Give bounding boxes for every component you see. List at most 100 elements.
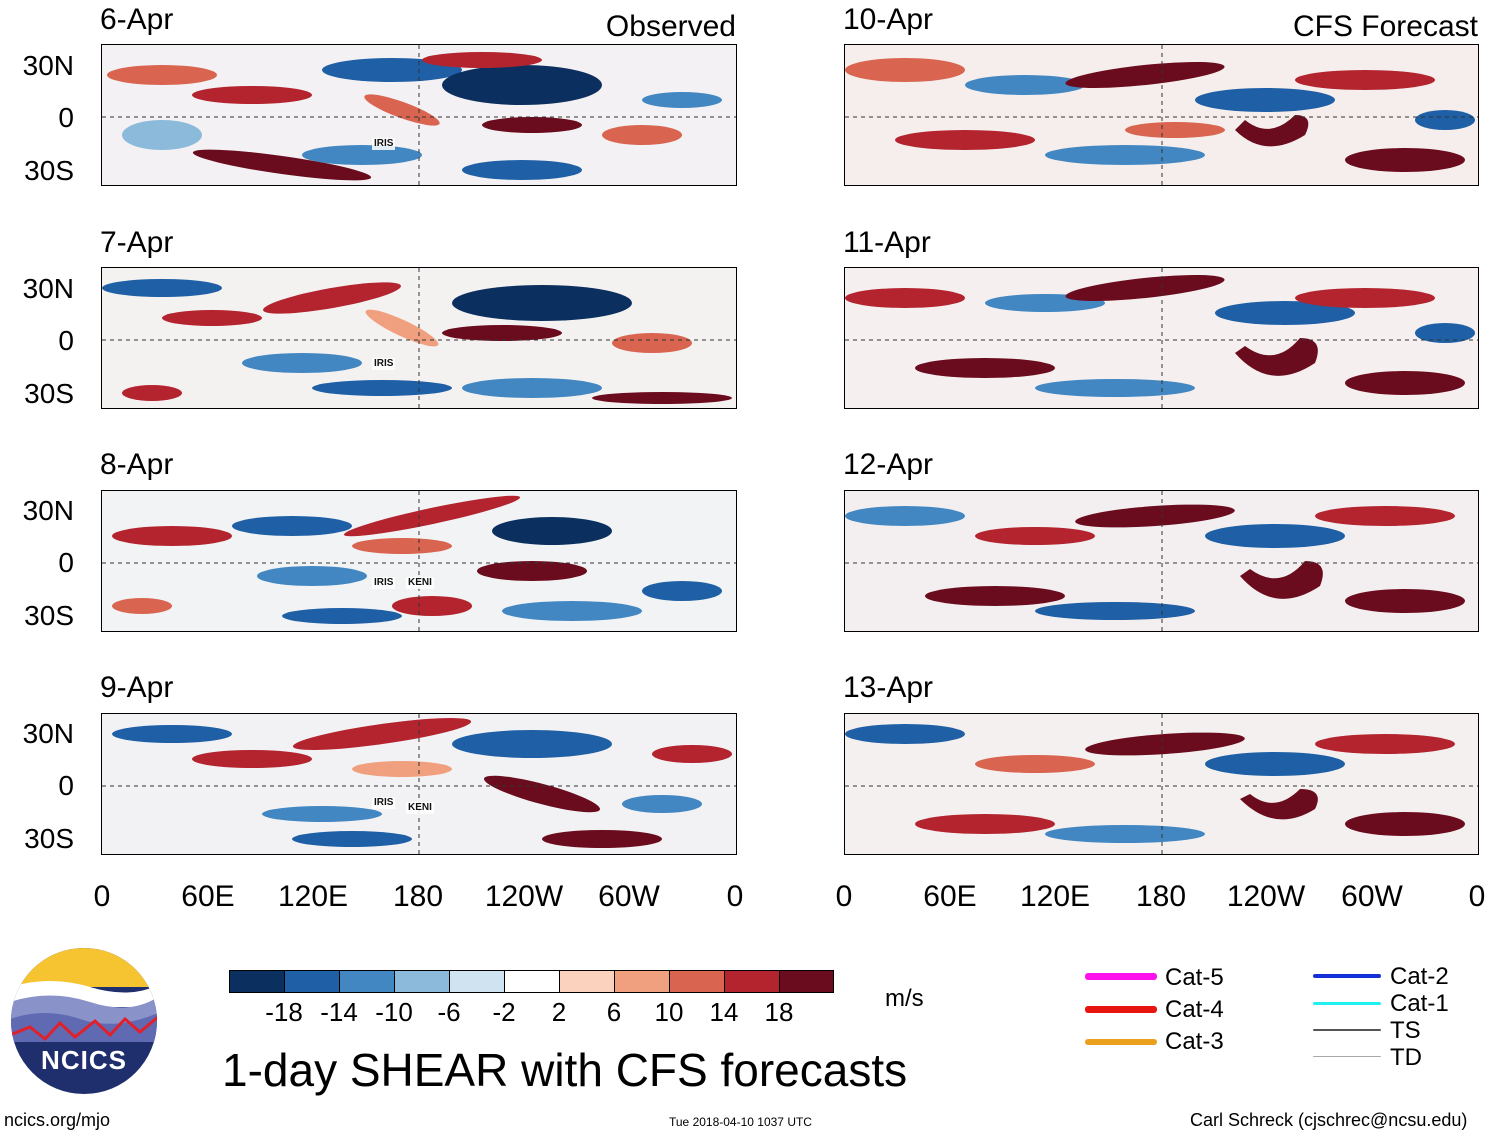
lat-tick: 30N	[22, 50, 74, 81]
colorbar-bin	[669, 970, 725, 993]
colorbar-bin	[724, 970, 780, 993]
lon-tick: 120E	[277, 880, 349, 913]
timestamp: Tue 2018-04-10 1037 UTC	[669, 1115, 812, 1129]
colorbar-bin	[504, 970, 560, 993]
lat-tick: 30S	[24, 378, 74, 409]
lon-tick: 180	[1135, 880, 1187, 913]
ncics-logo: NCICS	[10, 947, 158, 1095]
shear-map: IRIS	[101, 44, 737, 186]
lon-tick: 180	[392, 880, 444, 913]
legend-label: TS	[1390, 1017, 1421, 1044]
lon-tick: 60W	[598, 880, 660, 913]
lat-tick: 30S	[24, 600, 74, 631]
lat-tick: 30S	[24, 155, 74, 186]
colorbar-bin	[229, 970, 285, 993]
storm-label-iris: IRIS	[372, 358, 396, 370]
lon-tick: 120E	[1019, 880, 1091, 913]
storm-label-keni: KENI	[406, 802, 434, 814]
colorbar-bin	[284, 970, 340, 993]
legend-swatch-cat3	[1085, 1039, 1157, 1045]
lon-tick: 60E	[181, 880, 235, 913]
colorbar-level: -14	[320, 997, 358, 1027]
units-label: m/s	[885, 985, 924, 1012]
legend-swatch-cat1	[1313, 1002, 1381, 1005]
shear-field	[845, 714, 1478, 854]
colorbar-level: 2	[551, 997, 567, 1027]
lat-tick: 30S	[24, 823, 74, 854]
legend-swatch-ts	[1313, 1029, 1381, 1031]
shear-field	[102, 268, 736, 408]
lon-tick: 120W	[484, 880, 564, 913]
colorbar-bin	[339, 970, 395, 993]
panel-date: 8-Apr	[100, 448, 174, 481]
storm-label-iris: IRIS	[372, 577, 396, 589]
colorbar-level: 10	[654, 997, 684, 1027]
legend-label: Cat-4	[1165, 996, 1224, 1023]
lon-tick: 0	[1468, 880, 1486, 913]
panel-date: 9-Apr	[100, 671, 174, 704]
legend-swatch-td	[1313, 1056, 1381, 1057]
legend-label: Cat-3	[1165, 1028, 1224, 1055]
lon-tick: 0	[93, 880, 111, 913]
colorbar-level: -2	[492, 997, 516, 1027]
lon-tick: 60W	[1341, 880, 1403, 913]
legend-label: TD	[1390, 1044, 1422, 1071]
lon-tick: 0	[726, 880, 744, 913]
colorbar-level: -10	[375, 997, 413, 1027]
legend-swatch-cat4	[1085, 1006, 1157, 1013]
lat-tick: 0	[58, 102, 74, 133]
shear-map	[844, 713, 1479, 855]
legend-label: Cat-5	[1165, 964, 1224, 991]
colorbar-level: -6	[437, 997, 461, 1027]
lat-tick: 0	[58, 325, 74, 356]
observed-label: Observed	[605, 10, 736, 43]
storm-label-iris: IRIS	[372, 138, 396, 150]
storm-label-iris: IRIS	[372, 797, 396, 809]
lat-tick: 30N	[22, 718, 74, 749]
shear-field	[845, 268, 1478, 408]
shear-field	[845, 45, 1478, 185]
panel-date: 12-Apr	[843, 448, 934, 481]
lat-tick: 30N	[22, 273, 74, 304]
shear-field	[102, 714, 736, 854]
figure-title: 1-day SHEAR with CFS forecasts	[222, 1044, 908, 1096]
colorbar-bin	[559, 970, 615, 993]
panel-date: 11-Apr	[843, 226, 931, 259]
lat-tick: 30N	[22, 495, 74, 526]
shear-map: IRIS KENI	[101, 713, 737, 855]
shear-field	[102, 45, 736, 185]
shear-field	[102, 491, 736, 631]
logo-text: NCICS	[41, 1045, 127, 1075]
panel-date: 13-Apr	[843, 671, 934, 704]
panel-date: 7-Apr	[100, 226, 174, 259]
panel-date: 10-Apr	[843, 3, 934, 36]
storm-label-keni: KENI	[406, 577, 434, 589]
lat-tick: 0	[58, 547, 74, 578]
shear-map: IRIS	[101, 267, 737, 409]
shear-map	[844, 267, 1479, 409]
colorbar-bin	[614, 970, 670, 993]
legend-label: Cat-2	[1390, 963, 1449, 990]
colorbar-bin	[779, 970, 834, 993]
lon-tick: 0	[835, 880, 853, 913]
shear-map	[844, 490, 1479, 632]
colorbar-level: 18	[764, 997, 794, 1027]
shear-map: IRIS KENI	[101, 490, 737, 632]
colorbar-level: 6	[606, 997, 622, 1027]
website-link[interactable]: ncics.org/mjo	[4, 1110, 111, 1130]
lon-tick: 60E	[923, 880, 977, 913]
legend-label: Cat-1	[1390, 990, 1449, 1017]
shear-map	[844, 44, 1479, 186]
colorbar-bin	[449, 970, 505, 993]
shear-field	[845, 491, 1478, 631]
colorbar-level: 14	[709, 997, 739, 1027]
colorbar-level: -18	[265, 997, 303, 1027]
lat-tick: 0	[58, 770, 74, 801]
panel-date: 6-Apr	[100, 3, 174, 36]
credit: Carl Schreck (cjschrec@ncsu.edu)	[1190, 1110, 1468, 1130]
colorbar-bin	[394, 970, 450, 993]
forecast-label: CFS Forecast	[1292, 10, 1478, 43]
legend-swatch-cat5	[1085, 973, 1157, 980]
legend-swatch-cat2	[1313, 974, 1381, 978]
logo-graphic	[11, 948, 157, 1094]
